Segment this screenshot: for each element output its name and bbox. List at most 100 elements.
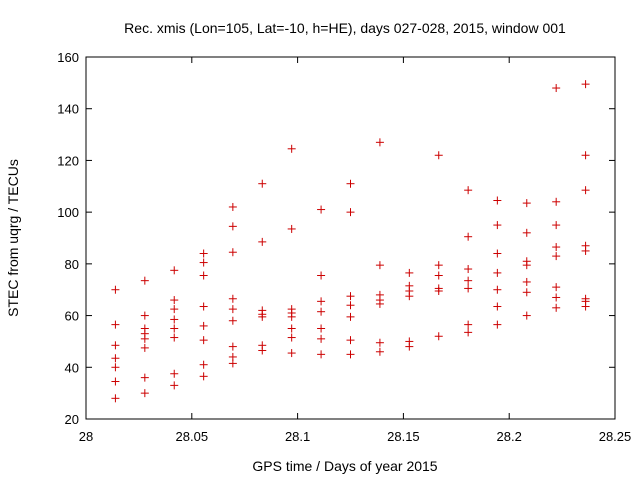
data-point [170, 315, 179, 324]
data-point [140, 334, 149, 343]
data-point [317, 271, 326, 280]
data-point [111, 341, 120, 350]
data-point [346, 350, 355, 359]
data-point [434, 271, 443, 280]
y-tick-label: 40 [65, 360, 79, 375]
data-point [493, 285, 502, 294]
data-point [434, 332, 443, 341]
data-point [522, 199, 531, 208]
data-point [170, 369, 179, 378]
data-point [228, 294, 237, 303]
data-point [111, 285, 120, 294]
data-point [287, 333, 296, 342]
data-point [346, 312, 355, 321]
data-point [375, 347, 384, 356]
data-point [228, 359, 237, 368]
data-point [493, 268, 502, 277]
data-point [228, 222, 237, 231]
data-point [140, 343, 149, 352]
data-point [464, 320, 473, 329]
data-point [317, 334, 326, 343]
data-point [199, 258, 208, 267]
data-point [552, 221, 561, 230]
data-point [464, 232, 473, 241]
data-point [375, 138, 384, 147]
data-point [552, 283, 561, 292]
x-tick-label: 28.25 [599, 429, 632, 444]
data-points [111, 80, 590, 403]
y-tick-label: 120 [57, 153, 79, 168]
data-point [346, 179, 355, 188]
data-point [493, 221, 502, 230]
data-point [522, 311, 531, 320]
data-point [581, 186, 590, 195]
data-point [258, 237, 267, 246]
data-point [522, 288, 531, 297]
data-point [434, 261, 443, 270]
plot-frame [85, 56, 616, 420]
data-point [464, 284, 473, 293]
x-tick-label: 28.15 [387, 429, 420, 444]
data-point [228, 202, 237, 211]
data-point [434, 287, 443, 296]
x-tick-label: 28.1 [285, 429, 310, 444]
y-axis-label: STEC from uqrg / TECUs [5, 159, 21, 317]
data-point [375, 299, 384, 308]
x-axis-label: GPS time / Days of year 2015 [252, 458, 437, 474]
data-point [522, 261, 531, 270]
data-point [228, 248, 237, 257]
data-point [581, 246, 590, 255]
data-point [111, 377, 120, 386]
data-point [317, 324, 326, 333]
data-point [258, 179, 267, 188]
data-point [552, 293, 561, 302]
data-point [140, 373, 149, 382]
data-point [346, 292, 355, 301]
data-point [464, 186, 473, 195]
data-point [522, 228, 531, 237]
data-point [464, 265, 473, 274]
data-point [170, 305, 179, 314]
data-point [199, 249, 208, 258]
data-point [464, 328, 473, 337]
x-tick-label: 28.2 [497, 429, 522, 444]
y-tick-label: 140 [57, 102, 79, 117]
data-point [199, 302, 208, 311]
data-point [552, 197, 561, 206]
data-point [552, 243, 561, 252]
data-point [346, 336, 355, 345]
data-point [552, 84, 561, 93]
axis-ticks: 28 28.05 28.1 28.15 28.2 28.25 20 40 60 80 100 120 1… [57, 50, 631, 444]
data-point [258, 312, 267, 321]
y-tick-label: 80 [65, 257, 79, 272]
data-point [464, 276, 473, 285]
data-point [287, 349, 296, 358]
data-point [170, 266, 179, 275]
data-point [493, 249, 502, 258]
data-point [258, 346, 267, 355]
y-tick-label: 160 [57, 50, 79, 65]
data-point [170, 324, 179, 333]
data-point [140, 389, 149, 398]
data-point [228, 316, 237, 325]
data-point [346, 208, 355, 217]
data-point [346, 301, 355, 310]
data-point [375, 261, 384, 270]
data-point [111, 320, 120, 329]
data-point [199, 372, 208, 381]
data-point [317, 205, 326, 214]
data-point [170, 381, 179, 390]
data-point [493, 196, 502, 205]
data-point [317, 350, 326, 359]
data-point [552, 252, 561, 261]
data-point [199, 271, 208, 280]
data-point [287, 224, 296, 233]
data-point [287, 144, 296, 153]
data-point [228, 342, 237, 351]
data-point [111, 394, 120, 403]
data-point [405, 342, 414, 351]
data-point [405, 292, 414, 301]
data-point [493, 320, 502, 329]
data-point [581, 151, 590, 160]
